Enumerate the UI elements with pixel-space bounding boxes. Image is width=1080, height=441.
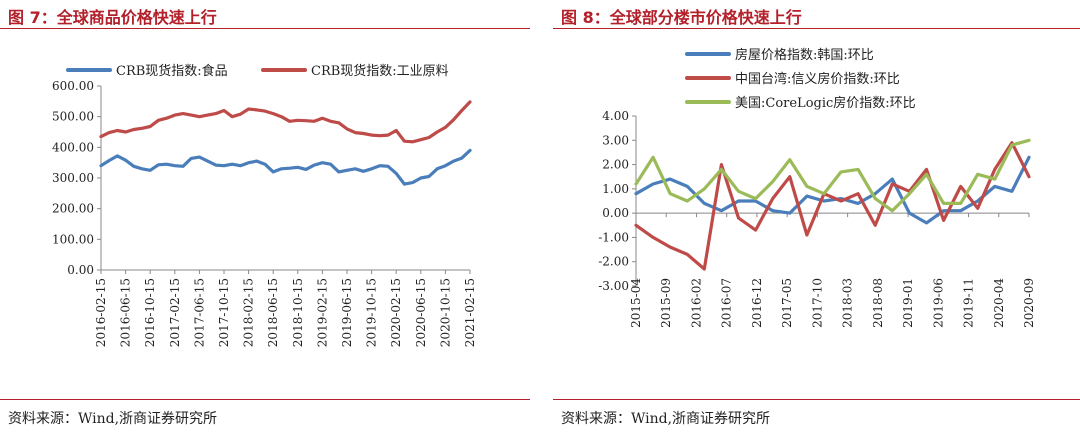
source-rule — [0, 399, 530, 400]
legend-label-2: CRB现货指数:工业原料 — [311, 63, 449, 79]
x-tick-label: 2020-09 — [1022, 278, 1036, 328]
legend-label-3: 美国:CoreLogic房价指数:环比 — [735, 95, 916, 111]
x-tick-label: 2019-02-15 — [315, 278, 329, 347]
x-tick-label: 2019-11 — [962, 278, 976, 328]
series-line-1 — [99, 148, 472, 186]
figure-title: 图 8：全球部分楼市价格快速上行 — [561, 8, 802, 27]
source-rule — [553, 399, 1080, 400]
y-tick-label: 0.00 — [602, 206, 629, 220]
x-tick-label: 2018-08 — [871, 278, 885, 328]
x-tick-label: 2020-02-15 — [389, 278, 403, 347]
y-tick-label: 3.00 — [602, 133, 629, 147]
title-rule — [553, 28, 1080, 29]
y-tick-label: 1.00 — [602, 182, 629, 196]
y-tick-label: -2.00 — [598, 255, 629, 269]
y-tick-label: 300.00 — [52, 171, 94, 185]
series-line-2 — [634, 141, 1031, 271]
y-tick-label: 100.00 — [52, 232, 94, 246]
y-tick-label: 600.00 — [52, 79, 94, 93]
chart-left: 0.00 100.00 200.00 300.00 400.00 500.00 600.00… — [52, 63, 477, 347]
x-tick-label: 2017-05 — [780, 278, 794, 328]
x-tick-label: 2021-02-15 — [463, 278, 477, 347]
x-tick-label: 2019-06 — [931, 278, 945, 328]
y-tick-label: -3.00 — [598, 279, 629, 293]
series-line-1 — [634, 155, 1031, 225]
y-tick-label: 500.00 — [52, 110, 94, 124]
series-line-3 — [634, 138, 1031, 213]
series-line-2 — [99, 100, 472, 144]
x-tick-label: 2016-07 — [720, 278, 734, 328]
x-tick-label: 2020-06-15 — [414, 278, 428, 347]
x-tick-label: 2017-06-15 — [192, 278, 206, 347]
x-tick-label: 2015-04 — [629, 278, 643, 328]
x-tick-label: 2018-06-15 — [266, 278, 280, 347]
x-tick-label: 2019-10-15 — [365, 278, 379, 347]
x-tick-label: 2017-10 — [810, 278, 824, 328]
x-tick-label: 2018-03 — [841, 278, 855, 328]
legend-label-1: 房屋价格指数:韩国:环比 — [735, 47, 874, 63]
x-tick-label: 2016-12 — [750, 278, 764, 328]
y-tick-label: 4.00 — [602, 109, 629, 123]
x-tick-label: 2016-10-15 — [143, 278, 157, 347]
x-tick-label: 2016-06-15 — [119, 278, 133, 347]
chart-right: -3.00 -2.00 -1.00 0.00 1.00 2.00 3.00 4.00 2015-… — [598, 47, 1036, 328]
x-tick-label: 2019-01 — [901, 278, 915, 328]
figure-title: 图 7：全球商品价格快速上行 — [8, 8, 217, 27]
x-tick-label: 2017-02-15 — [168, 278, 182, 347]
x-tick-label: 2018-02-15 — [242, 278, 256, 347]
chart-panel-left: 图 7：全球商品价格快速上行 0.00 100.00 200.00 300.00 400… — [0, 0, 530, 441]
y-tick-label: -1.00 — [598, 230, 629, 244]
x-tick-label: 2020-10-15 — [438, 278, 452, 347]
chart-right-plot: -3.00 -2.00 -1.00 0.00 1.00 2.00 3.00 4.00 2015-… — [598, 47, 1036, 328]
x-tick-label: 2020-04 — [992, 278, 1006, 328]
y-tick-label: 400.00 — [52, 140, 94, 154]
x-tick-label: 2015-09 — [659, 278, 673, 328]
chart-panel-right: 图 8：全球部分楼市价格快速上行 -3.00 -2.00 -1.00 0.00 1.00… — [553, 0, 1080, 441]
source-note: 资料来源：Wind,浙商证券研究所 — [8, 411, 218, 427]
x-tick-label: 2016-02 — [689, 278, 703, 328]
source-note: 资料来源：Wind,浙商证券研究所 — [561, 411, 771, 427]
x-tick-label: 2018-10-15 — [291, 278, 305, 347]
x-tick-label: 2019-06-15 — [340, 278, 354, 347]
y-tick-label: 2.00 — [602, 158, 629, 172]
y-tick-label: 0.00 — [67, 263, 94, 277]
y-tick-label: 200.00 — [52, 202, 94, 216]
legend-label-1: CRB现货指数:食品 — [116, 63, 228, 79]
legend-label-2: 中国台湾:信义房价指数:环比 — [735, 71, 900, 87]
x-tick-label: 2017-10-15 — [217, 278, 231, 347]
x-tick-label: 2016-02-15 — [94, 278, 108, 347]
title-rule — [0, 28, 530, 29]
